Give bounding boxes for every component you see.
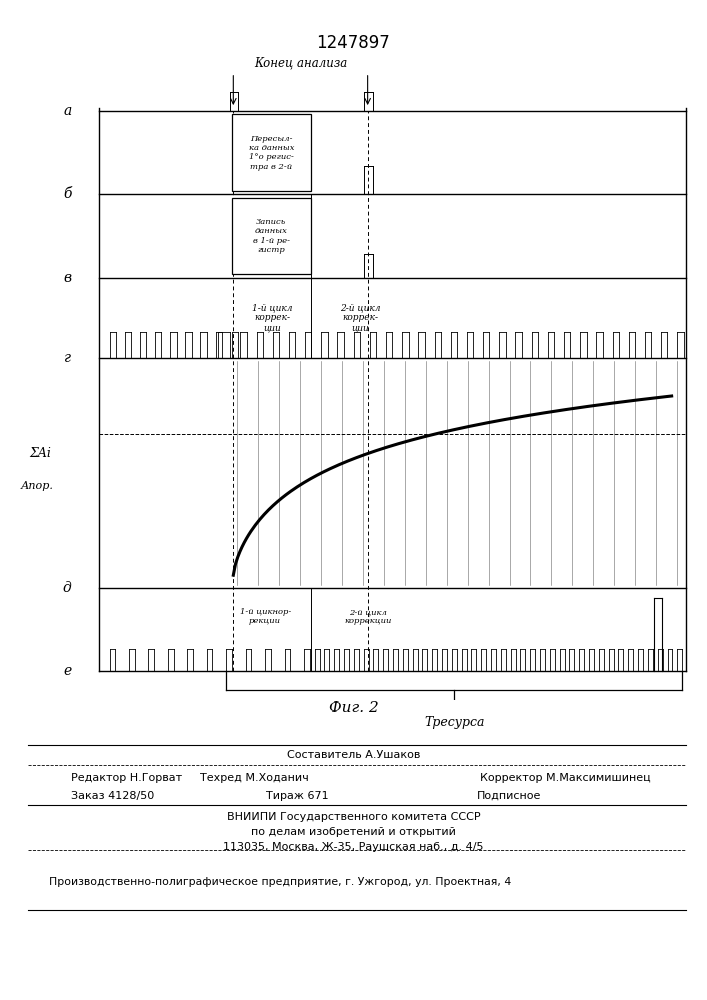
Text: Пересыл-
ка данных
1°о регис-
тра в 2-й: Пересыл- ка данных 1°о регис- тра в 2-й (249, 135, 294, 171)
Text: 1-й цикнор-
рекции: 1-й цикнор- рекции (240, 608, 291, 625)
Text: Подписное: Подписное (477, 791, 542, 801)
Text: е: е (63, 664, 71, 678)
Text: 1-й цикл
коррек-
ции: 1-й цикл коррек- ции (252, 303, 293, 332)
Text: ВНИИПИ Государственного комитета СССР: ВНИИПИ Государственного комитета СССР (227, 812, 480, 822)
Text: 1247897: 1247897 (317, 34, 390, 52)
Text: Составитель А.Ушаков: Составитель А.Ушаков (287, 750, 420, 760)
Text: в: в (63, 271, 71, 285)
Text: Тираж 671: Тираж 671 (266, 791, 328, 801)
Text: Производственно-полиграфическое предприятие, г. Ужгород, ул. Проектная, 4: Производственно-полиграфическое предприя… (49, 877, 512, 887)
Text: г: г (64, 351, 71, 365)
Text: по делам изобретений и открытий: по делам изобретений и открытий (251, 827, 456, 837)
Text: Заказ 4128/50: Заказ 4128/50 (71, 791, 154, 801)
Text: a: a (63, 104, 71, 118)
Text: Апор.: Апор. (21, 481, 54, 491)
Bar (232, 114, 311, 191)
Text: Тресурса: Тресурса (424, 716, 484, 729)
Text: д: д (63, 581, 71, 595)
Text: Редактор Н.Горват: Редактор Н.Горват (71, 773, 182, 783)
Text: 2-й цикл
коррек-
ции: 2-й цикл коррек- ции (340, 303, 381, 332)
Text: Конец анализа: Конец анализа (254, 57, 347, 70)
Text: б: б (63, 187, 71, 201)
Text: Техред М.Ходанич: Техред М.Ходанич (200, 773, 309, 783)
Text: 2-й цикл
коррекции: 2-й цикл коррекции (344, 608, 392, 625)
Text: Запись
данных
в 1-й ре-
гистр: Запись данных в 1-й ре- гистр (253, 218, 290, 254)
Text: 113035, Москва, Ж-35, Раушская наб., д. 4/5: 113035, Москва, Ж-35, Раушская наб., д. … (223, 842, 484, 852)
Text: ΣAi: ΣAi (30, 447, 51, 460)
Bar (232, 198, 311, 274)
Text: Фиг. 2: Фиг. 2 (329, 701, 378, 715)
Text: Корректор М.Максимишинец: Корректор М.Максимишинец (480, 773, 651, 783)
